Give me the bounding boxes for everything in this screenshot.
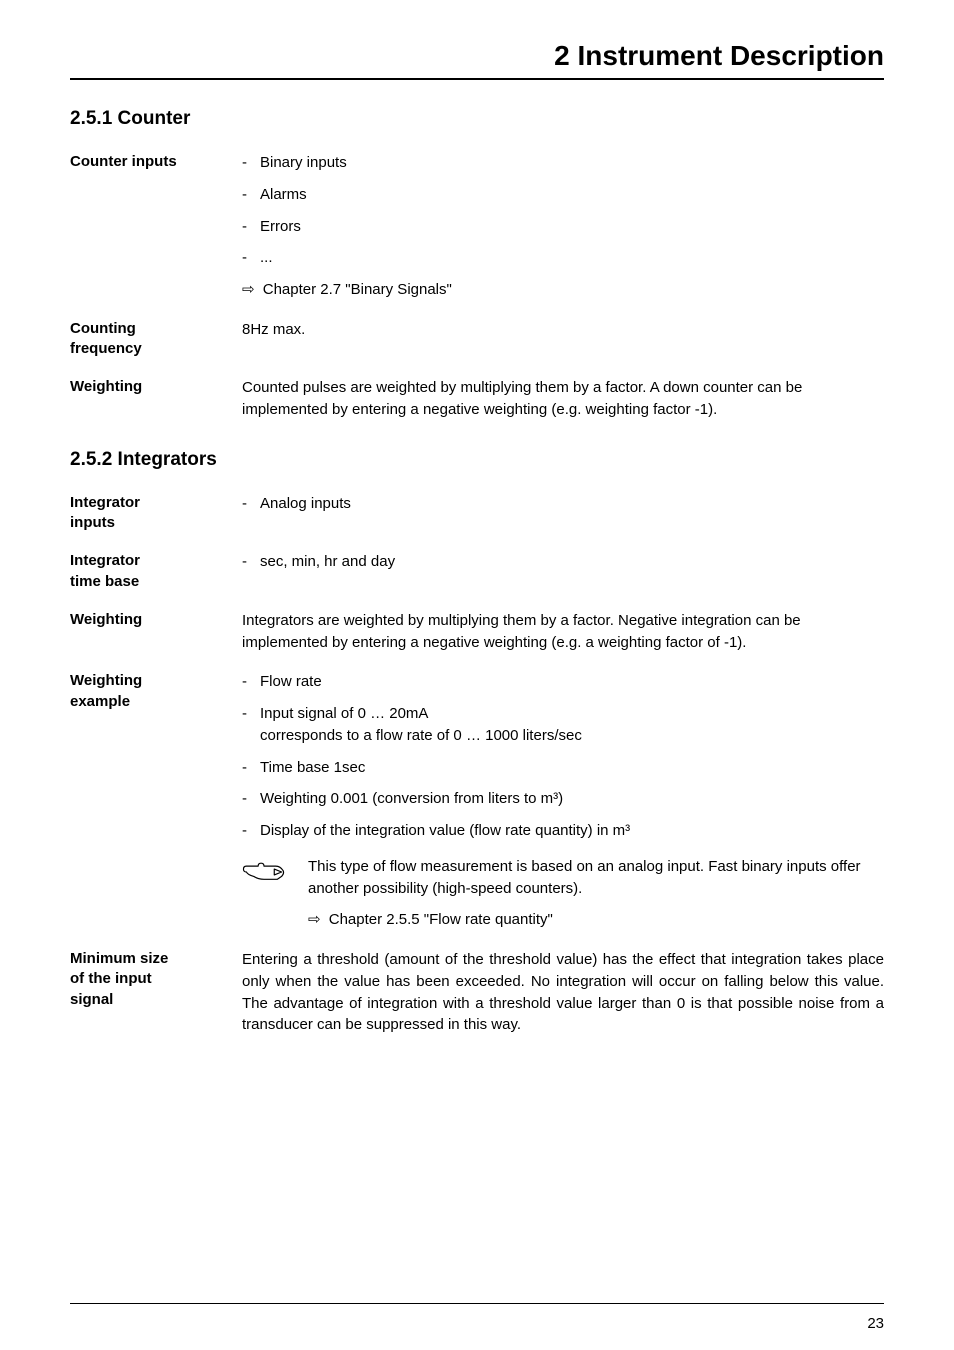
- label-text: inputs: [70, 514, 115, 531]
- label-counting-frequency: Counting frequency: [70, 319, 242, 360]
- list-item: Alarms: [242, 184, 884, 206]
- header-rule: [70, 78, 884, 80]
- label-text: Integrator: [70, 552, 140, 569]
- label-weighting: Weighting: [70, 610, 242, 630]
- label-text: frequency: [70, 340, 142, 357]
- label-text: example: [70, 693, 130, 710]
- label-integrator-time-base: Integrator time base: [70, 551, 242, 592]
- note-body: This type of flow measurement is based o…: [308, 856, 884, 900]
- content-weighting-counter: Counted pulses are weighted by multiplyi…: [242, 377, 884, 421]
- crossref-link: ⇨ Chapter 2.5.5 "Flow rate quantity": [308, 909, 884, 931]
- crossref-text: Chapter 2.5.5 "Flow rate quantity": [329, 911, 553, 928]
- content-integrator-inputs: Analog inputs: [242, 493, 884, 525]
- label-counter-inputs: Counter inputs: [70, 152, 242, 172]
- note-text: This type of flow measurement is based o…: [308, 856, 884, 931]
- label-minimum-size: Minimum size of the input signal: [70, 949, 242, 1010]
- label-text: Weighting: [70, 672, 142, 689]
- crossref-link: ⇨ Chapter 2.7 "Binary Signals": [242, 279, 884, 301]
- list-item: Flow rate: [242, 671, 884, 693]
- label-text: Minimum size: [70, 950, 168, 967]
- content-weighting-example: Flow rate Input signal of 0 … 20mA corre…: [242, 671, 884, 931]
- label-weighting-example: Weighting example: [70, 671, 242, 712]
- hand-pointer-icon: [242, 856, 308, 893]
- list-item: Display of the integration value (flow r…: [242, 820, 884, 842]
- list-item: Weighting 0.001 (conversion from liters …: [242, 788, 884, 810]
- list-item: ...: [242, 247, 884, 269]
- section-heading-integrators: 2.5.2 Integrators: [70, 449, 884, 471]
- chapter-title: 2 Instrument Description: [70, 40, 884, 72]
- list-item: Time base 1sec: [242, 757, 884, 779]
- content-counting-frequency: 8Hz max.: [242, 319, 884, 341]
- list-item: Binary inputs: [242, 152, 884, 174]
- page-number: 23: [867, 1315, 884, 1332]
- row-minimum-size: Minimum size of the input signal Enterin…: [70, 949, 884, 1036]
- row-integrator-inputs: Integrator inputs Analog inputs: [70, 493, 884, 534]
- label-text: of the input: [70, 970, 152, 987]
- label-text: time base: [70, 573, 139, 590]
- footer-rule: [70, 1303, 884, 1304]
- label-text: Counting: [70, 320, 136, 337]
- list-item: sec, min, hr and day: [242, 551, 884, 573]
- label-text: signal: [70, 991, 113, 1008]
- note-block: This type of flow measurement is based o…: [242, 856, 884, 931]
- content-integrator-time-base: sec, min, hr and day: [242, 551, 884, 583]
- content-weighting-integrators: Integrators are weighted by multiplying …: [242, 610, 884, 654]
- list-item: Input signal of 0 … 20mA corresponds to …: [242, 703, 884, 747]
- list-item: Errors: [242, 216, 884, 238]
- list-item: Analog inputs: [242, 493, 884, 515]
- content-minimum-size: Entering a threshold (amount of the thre…: [242, 949, 884, 1036]
- row-weighting-example: Weighting example Flow rate Input signal…: [70, 671, 884, 931]
- row-counter-inputs: Counter inputs Binary inputs Alarms Erro…: [70, 152, 884, 301]
- label-weighting: Weighting: [70, 377, 242, 397]
- row-integrator-time-base: Integrator time base sec, min, hr and da…: [70, 551, 884, 592]
- row-weighting-integrators: Weighting Integrators are weighted by mu…: [70, 610, 884, 654]
- content-counter-inputs: Binary inputs Alarms Errors ... ⇨ Chapte…: [242, 152, 884, 301]
- label-integrator-inputs: Integrator inputs: [70, 493, 242, 534]
- row-weighting-counter: Weighting Counted pulses are weighted by…: [70, 377, 884, 421]
- list-item-text: Input signal of 0 … 20mA corresponds to …: [260, 705, 582, 744]
- arrow-icon: ⇨: [308, 911, 321, 928]
- arrow-icon: ⇨: [242, 281, 255, 298]
- row-counting-frequency: Counting frequency 8Hz max.: [70, 319, 884, 360]
- crossref-text: Chapter 2.7 "Binary Signals": [263, 281, 452, 298]
- label-text: Integrator: [70, 494, 140, 511]
- section-heading-counter: 2.5.1 Counter: [70, 108, 884, 130]
